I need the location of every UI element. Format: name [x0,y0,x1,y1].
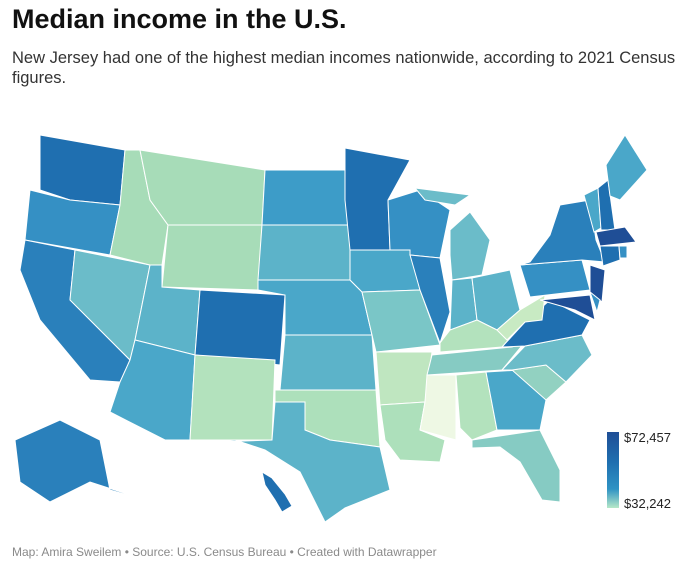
state-michigan[interactable]: Michigan [449,211,491,281]
state-new-mexico[interactable]: New Mexico [189,354,276,441]
state-illinois[interactable]: Illinois [409,254,451,345]
state-maryland[interactable]: Maryland [539,294,596,321]
footer-credits: Map: Amira Sweilem • Source: U.S. Census… [12,545,437,559]
map-title: Median income in the U.S. [12,4,347,34]
legend-min-label: $32,242 [624,496,671,511]
state-iowa[interactable]: Iowa [349,249,421,293]
state-rhode-island[interactable]: Rhode Island [618,245,628,259]
state-kansas[interactable]: Kansas [279,334,377,391]
state-missouri[interactable]: Missouri [361,289,441,353]
state-washington[interactable]: Washington [39,134,126,206]
state-alaska[interactable]: Alaska [14,419,153,503]
state-tennessee[interactable]: Tennessee [426,340,527,376]
state-north-dakota[interactable]: North Dakota [261,169,351,226]
state-wyoming[interactable]: Wyoming [161,224,263,291]
state-delaware[interactable]: Delaware [588,290,601,314]
state-pennsylvania[interactable]: Pennsylvania [519,259,591,298]
state-new-jersey[interactable]: New Jersey [589,264,606,303]
state-connecticut[interactable]: Connecticut [599,245,621,267]
state-alabama[interactable]: Alabama [455,371,498,441]
legend-color-bar [607,432,619,508]
state-mississippi[interactable]: Mississippi [419,374,457,441]
legend-max-label: $72,457 [624,430,671,445]
state-michigan[interactable]: Michigan [413,187,472,206]
state-south-dakota[interactable]: South Dakota [257,224,351,281]
state-new-york[interactable]: New York [519,199,606,266]
state-arkansas[interactable]: Arkansas [375,351,433,406]
state-florida[interactable]: Florida [471,429,561,503]
map-subtitle: New Jersey had one of the highest median… [12,49,676,87]
state-hawaii[interactable]: Hawaii [261,470,293,513]
state-maine[interactable]: Maine [605,134,648,201]
state-west-virginia[interactable]: West Virginia [496,294,546,341]
state-texas[interactable]: Texas [214,401,391,523]
state-colorado[interactable]: Colorado [194,289,286,366]
state-massachusetts[interactable]: Massachusetts [595,226,637,247]
